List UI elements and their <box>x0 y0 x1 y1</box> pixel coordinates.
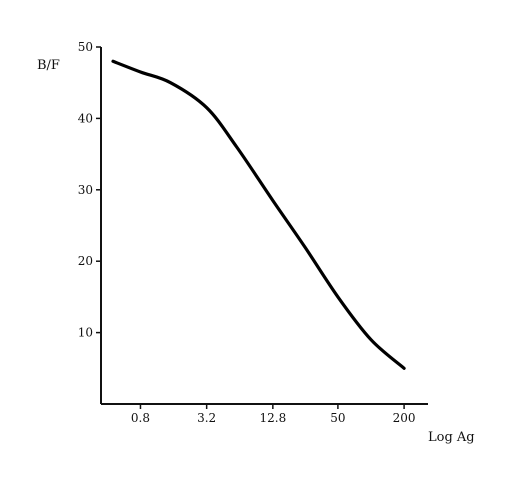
x-tick-label: 3.2 <box>197 411 216 425</box>
y-tick-label: 40 <box>78 111 93 125</box>
y-tick-label: 30 <box>78 183 93 197</box>
plot-area <box>111 59 406 370</box>
x-tick-label: 0.8 <box>131 411 150 425</box>
y-tick-label: 10 <box>78 326 93 340</box>
series-line-0 <box>111 59 406 370</box>
y-axis-title: B/F <box>37 58 60 73</box>
x-tick-label: 200 <box>393 411 416 425</box>
x-tick-label: 12.8 <box>259 411 286 425</box>
tick-group: 10 20 30 40 50 0.8 3.2 12.8 50 200 <box>78 40 416 425</box>
x-tick-label: 50 <box>330 411 345 425</box>
y-tick-label: 20 <box>78 254 93 268</box>
x-axis-title: Log Ag <box>428 430 475 445</box>
y-tick-label: 50 <box>78 40 93 54</box>
